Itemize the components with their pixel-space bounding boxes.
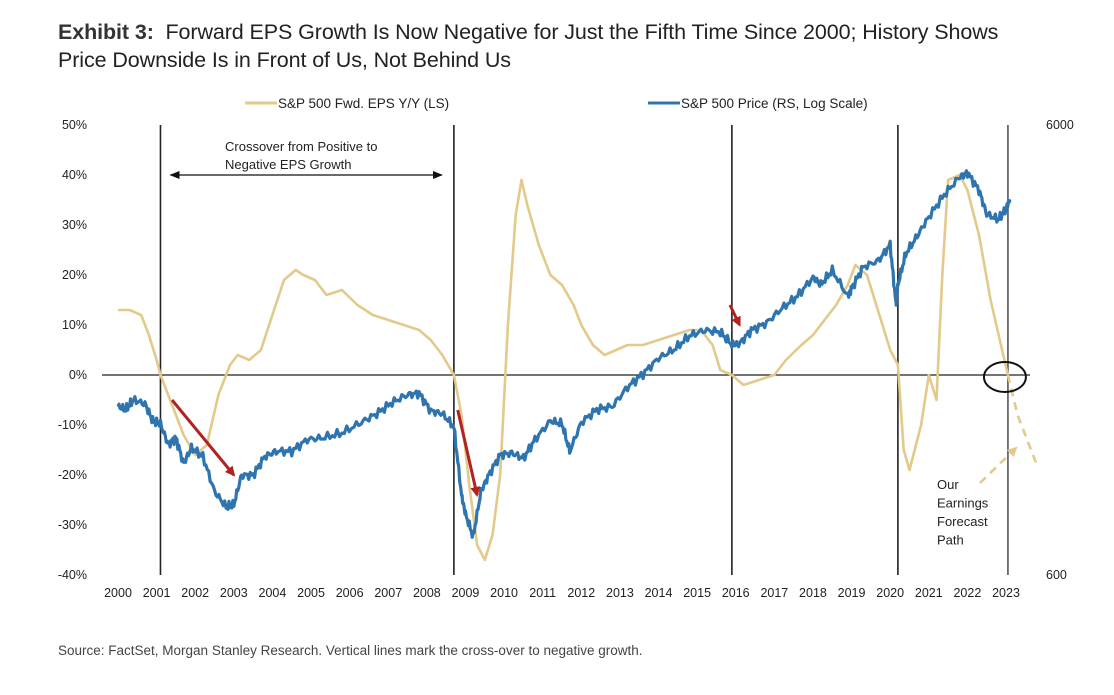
left-tick-label: 30% [62,218,87,232]
x-tick-label: 2023 [992,586,1020,600]
x-tick-label: 2014 [645,586,673,600]
red-decline-arrow [728,304,741,327]
title-line-1: Forward EPS Growth Is Now Negative for J… [165,20,999,44]
right-tick-label: 6000 [1046,118,1074,132]
chart-title: Exhibit 3: Forward EPS Growth Is Now Neg… [58,18,998,74]
x-tick-label: 2020 [876,586,904,600]
x-tick-label: 2002 [181,586,209,600]
red-decline-arrow [456,409,481,497]
left-tick-label: -10% [58,418,87,432]
eps-growth-line [118,173,1010,562]
x-tick-label: 2007 [374,586,402,600]
crossover-annotation-line-2: Negative EPS Growth [225,157,351,172]
x-tick-label: 2011 [529,586,556,600]
x-tick-label: 2019 [838,586,866,600]
x-tick-label: 2015 [683,586,711,600]
left-tick-label: 0% [69,368,87,382]
forecast-annotation-line: Our [937,477,959,492]
x-tick-label: 2001 [143,586,171,600]
left-tick-label: 20% [62,268,87,282]
x-tick-label: 2008 [413,586,441,600]
right-tick-label: 600 [1046,568,1067,582]
annotations [169,171,1027,497]
left-tick-label: 10% [62,318,87,332]
right-axis-ticks: 6000 600 [1046,118,1074,582]
forecast-annotation-line: Path [937,533,964,548]
left-tick-label: -30% [58,518,87,532]
forecast-annotation: Our Earnings Forecast Path [937,477,989,548]
crossover-annotation-line-1: Crossover from Positive to [225,139,377,154]
left-tick-label: -20% [58,468,87,482]
red-decline-arrow [170,399,236,477]
x-tick-label: 2006 [336,586,364,600]
left-tick-label: 50% [62,118,87,132]
left-axis-ticks: 50% 40% 30% 20% 10% 0% -10% -20% -30% -40% [58,118,87,582]
x-tick-label: 2013 [606,586,634,600]
x-tick-label: 2010 [490,586,518,600]
legend-label-price: S&P 500 Price (RS, Log Scale) [681,96,868,111]
x-tick-label: 2018 [799,586,827,600]
x-tick-label: 2003 [220,586,248,600]
forecast-annotation-line: Earnings [937,496,989,511]
exhibit-label: Exhibit 3: [58,20,154,44]
left-tick-label: -40% [58,568,87,582]
legend: S&P 500 Fwd. EPS Y/Y (LS) S&P 500 Price … [245,96,868,111]
x-axis-ticks: 2000 2001 2002 2003 2004 2005 2006 2007 2008 2009… [104,586,1020,600]
highlight-ellipse [982,361,1027,393]
x-tick-label: 2005 [297,586,325,600]
x-tick-label: 2021 [915,586,943,600]
forecast-pointer-arrow [979,446,1018,484]
x-tick-label: 2009 [452,586,480,600]
x-tick-label: 2012 [567,586,595,600]
x-tick-label: 2004 [259,586,287,600]
crossover-lines [159,125,1009,575]
x-tick-label: 2022 [953,586,981,600]
source-note: Source: FactSet, Morgan Stanley Research… [58,643,643,658]
sp500-price-line [116,169,1012,539]
left-tick-label: 40% [62,168,87,182]
eps-forecast-dashed-line [1006,374,1039,466]
title-line-2: Price Downside Is in Front of Us, Not Be… [58,48,511,72]
x-tick-label: 2016 [722,586,750,600]
x-tick-label: 2000 [104,586,132,600]
x-tick-label: 2017 [760,586,788,600]
forecast-annotation-line: Forecast [937,514,988,529]
legend-label-eps: S&P 500 Fwd. EPS Y/Y (LS) [278,96,449,111]
